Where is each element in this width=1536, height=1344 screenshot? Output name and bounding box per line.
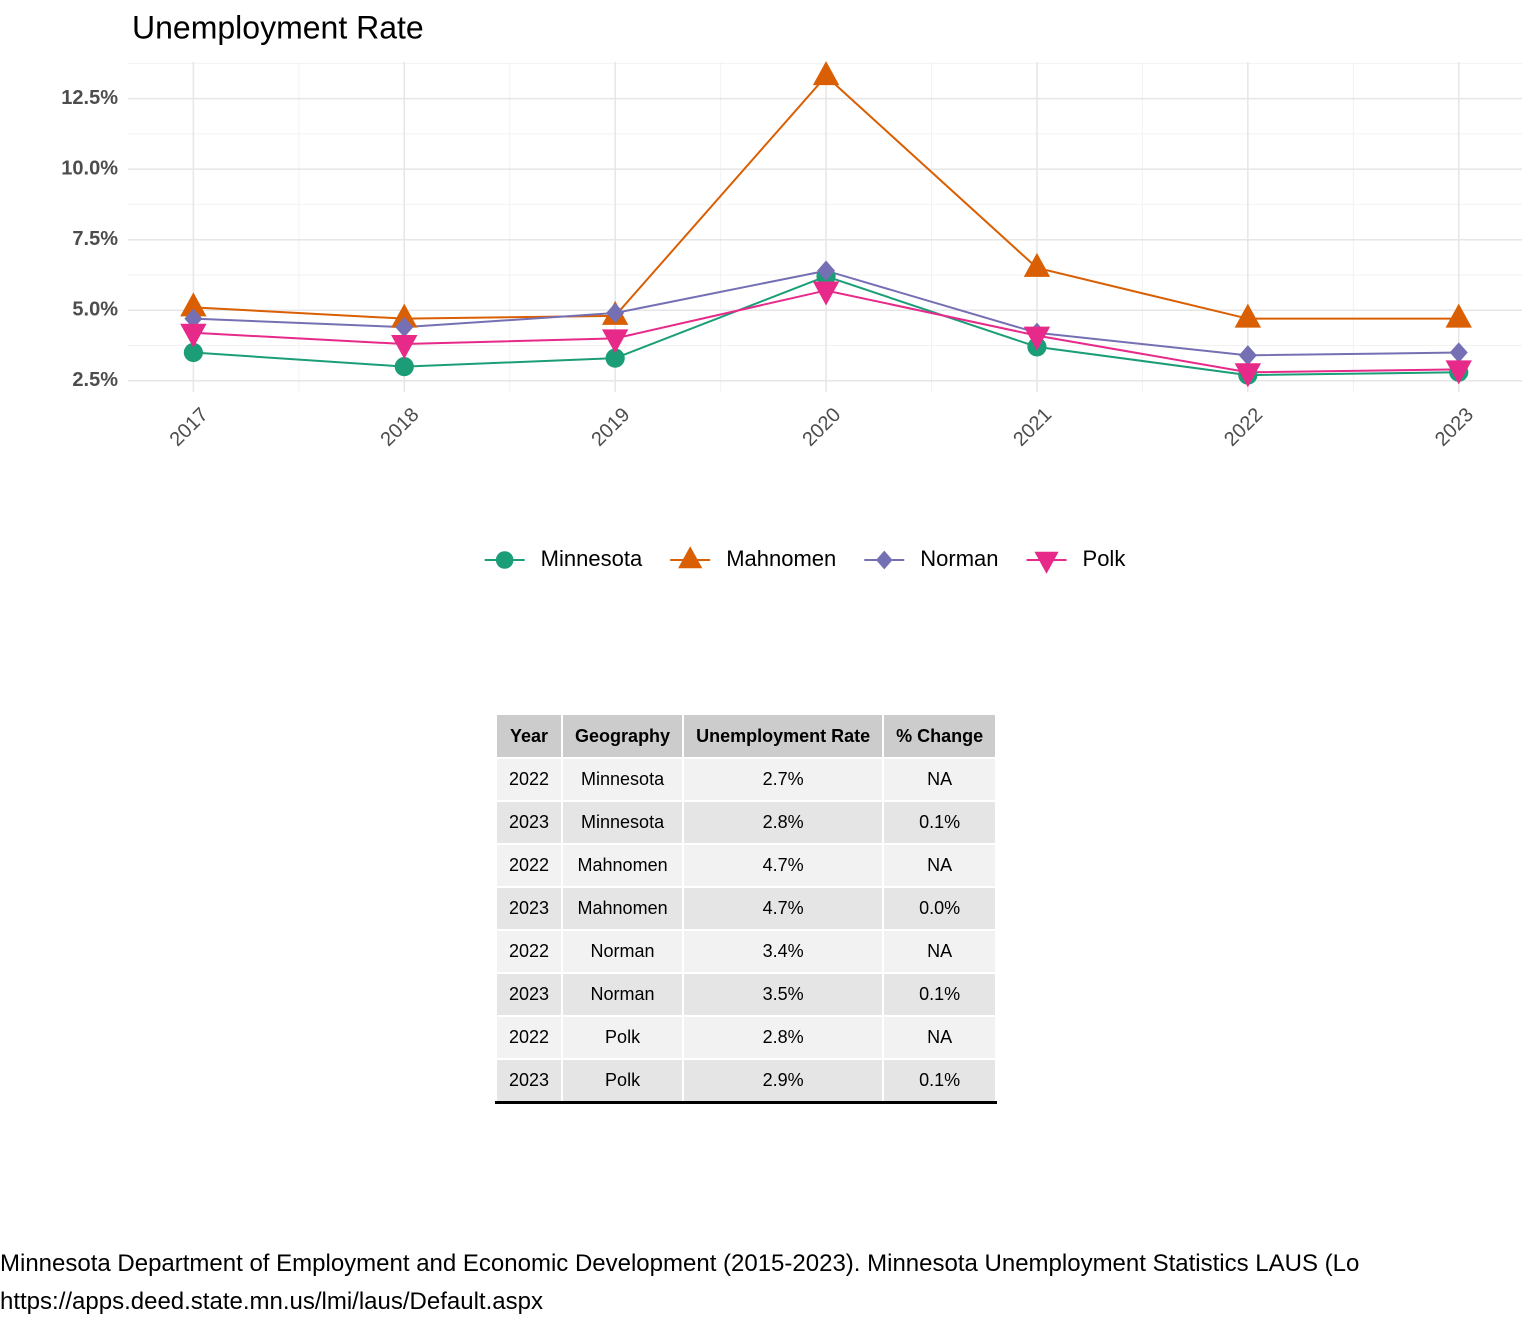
table-cell: 2022 — [494, 843, 564, 888]
marker — [601, 329, 629, 354]
marker — [876, 550, 893, 570]
legend-label: Minnesota — [541, 546, 643, 571]
marker — [184, 308, 203, 329]
marker — [180, 292, 207, 317]
table-row: 2022 Polk 2.8% NA — [494, 1015, 998, 1060]
marker — [1034, 551, 1059, 574]
table-cell: NA — [882, 929, 998, 974]
table-row: 2023 Minnesota 2.8% 0.1% — [494, 800, 998, 845]
marker — [183, 342, 203, 363]
data-table: Year Geography Unemployment Rate% Change 20… — [494, 713, 998, 1104]
marker — [812, 281, 840, 306]
table-cell: 2.8% — [682, 1015, 885, 1060]
table-cell: 0.1% — [882, 1058, 998, 1104]
table-cell: 2023 — [494, 800, 564, 845]
table-cell: Mahnomen — [561, 886, 685, 931]
marker — [391, 335, 418, 360]
marker — [1449, 342, 1468, 363]
table-cell: 0.0% — [882, 886, 998, 931]
table-cell: Norman — [561, 972, 685, 1017]
table-cell: 2022 — [494, 1015, 564, 1060]
header-cell: % Change — [882, 713, 998, 759]
header-row: Year Geography Unemployment Rate% Change — [494, 713, 998, 759]
y-tick-label: 12.5% — [61, 87, 118, 109]
table-cell: Polk — [561, 1058, 685, 1104]
table-row: 2022 Minnesota 2.7% NA — [494, 757, 998, 802]
header-cell: Year — [494, 713, 564, 759]
chart-title: Unemployment Rate — [132, 9, 424, 45]
marker — [1023, 252, 1051, 277]
x-tick-label: 2019 — [587, 404, 634, 451]
marker — [180, 323, 207, 348]
marker — [495, 551, 514, 569]
x-tick-label: 2017 — [166, 404, 213, 451]
legend-label: Polk — [1083, 546, 1127, 571]
marker — [817, 260, 836, 281]
chart: Unemployment Rate 2.5% 5.0% 7.5% 10.0% 12.5%… — [61, 9, 1522, 574]
header-cell: Unemployment Rate — [682, 713, 885, 759]
y-tick-label: 10.0% — [61, 157, 118, 179]
x-tick-label: 2021 — [1009, 404, 1056, 451]
table-row: 2023 Polk 2.9% 0.1% — [494, 1058, 998, 1104]
table-cell: 0.1% — [882, 972, 998, 1017]
x-tick-label: 2023 — [1431, 404, 1478, 451]
table-cell: 4.7% — [682, 886, 885, 931]
x-tick-label: 2020 — [798, 404, 845, 451]
y-tick-label: 2.5% — [72, 369, 118, 391]
table-cell: Minnesota — [561, 800, 685, 845]
table-row: 2023 Norman 3.5% 0.1% — [494, 972, 998, 1017]
table-cell: Mahnomen — [561, 843, 685, 888]
x-tick-label: 2022 — [1220, 404, 1267, 451]
table-cell: 3.5% — [682, 972, 885, 1017]
marker — [394, 357, 414, 377]
table-cell: 2.9% — [682, 1058, 885, 1104]
table-row: 2023 Mahnomen 4.7% 0.0% — [494, 886, 998, 931]
table-cell: Minnesota — [561, 757, 685, 802]
marker — [1238, 345, 1257, 366]
table-cell: 4.7% — [682, 843, 885, 888]
table-row: 2022 Mahnomen 4.7% NA — [494, 843, 998, 888]
table-cell: 2022 — [494, 757, 564, 802]
table-cell: 2022 — [494, 929, 564, 974]
table-cell: 2023 — [494, 972, 564, 1017]
table-cell: 2.7% — [682, 757, 885, 802]
table-cell: 2023 — [494, 1058, 564, 1104]
table-cell: 2.8% — [682, 800, 885, 845]
marker — [1234, 303, 1262, 328]
table-cell: NA — [882, 843, 998, 888]
y-tick-label: 5.0% — [72, 298, 118, 320]
marker — [391, 303, 418, 328]
marker — [812, 61, 840, 86]
y-tick-label: 7.5% — [72, 228, 118, 250]
marker — [1234, 363, 1262, 388]
marker — [1445, 360, 1472, 385]
source-text: Minnesota Department of Employment and E… — [0, 1250, 1360, 1277]
table-cell: Norman — [561, 929, 685, 974]
legend-label: Norman — [920, 546, 998, 571]
table-cell: Polk — [561, 1015, 685, 1060]
table-row: 2022 Norman 3.4% NA — [494, 929, 998, 974]
table-cell: 0.1% — [882, 800, 998, 845]
legend: Minnesota Mahnomen Norman Polk — [484, 546, 1127, 574]
marker — [678, 546, 703, 569]
header-cell: Geography — [561, 713, 685, 759]
marker — [605, 348, 625, 368]
table-cell: 2023 — [494, 886, 564, 931]
marker — [1023, 326, 1051, 351]
table-cell: NA — [882, 1015, 998, 1060]
marker — [1445, 303, 1472, 328]
source-url: https://apps.deed.state.mn.us/lmi/laus/D… — [0, 1288, 543, 1315]
table-cell: NA — [882, 757, 998, 802]
table-cell: 3.4% — [682, 929, 885, 974]
marker — [606, 302, 625, 324]
legend-label: Mahnomen — [726, 546, 836, 571]
marker — [395, 316, 414, 338]
x-tick-label: 2018 — [377, 404, 424, 451]
